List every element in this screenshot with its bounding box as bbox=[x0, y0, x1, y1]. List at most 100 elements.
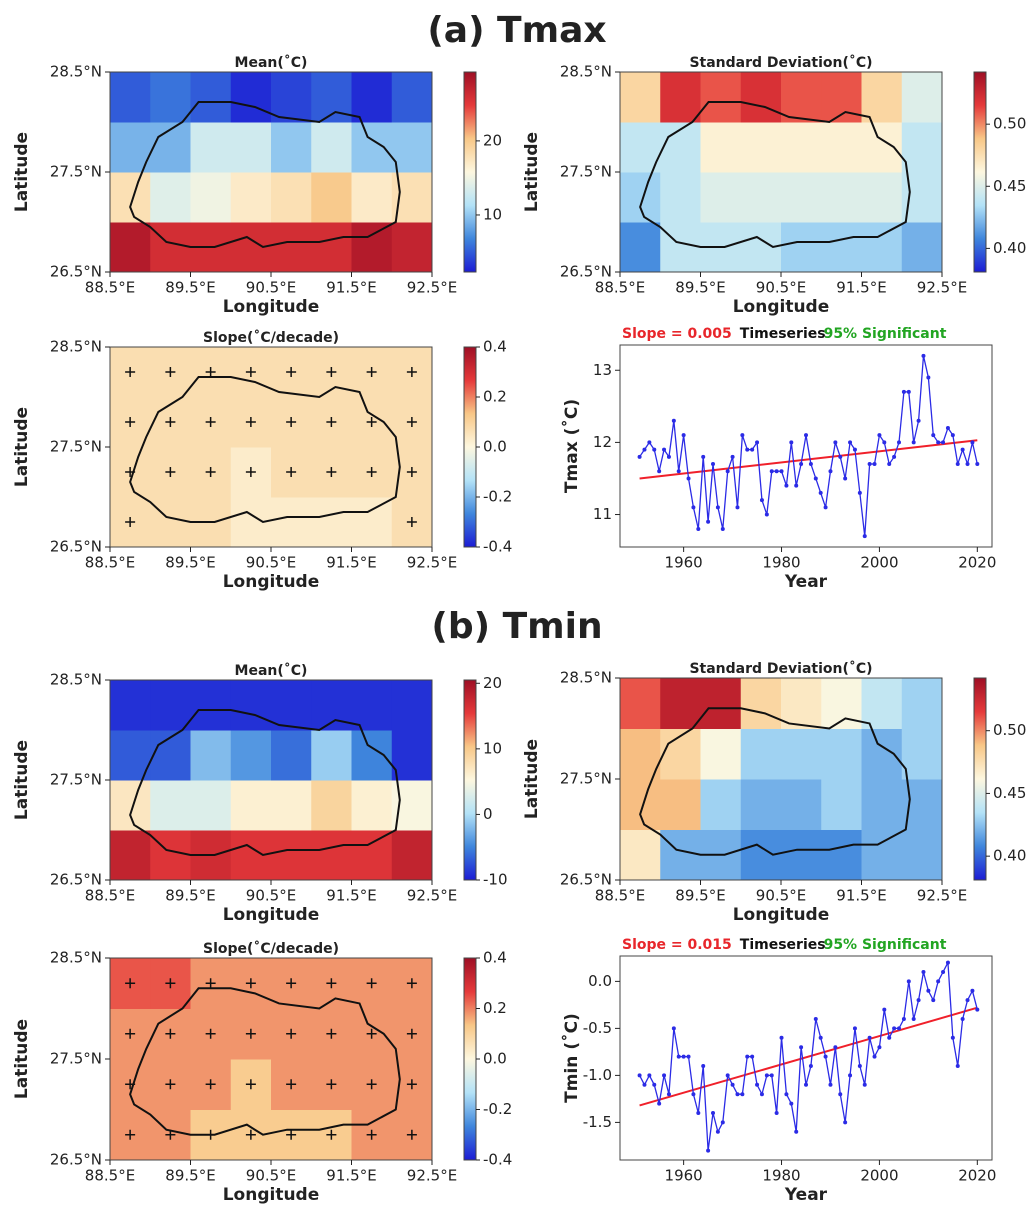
y-axis-label: Tmax (˚C) bbox=[560, 399, 582, 493]
series-point bbox=[769, 469, 774, 474]
heatmap-cell bbox=[740, 678, 782, 729]
significance-marker bbox=[326, 1129, 337, 1140]
heatmap-cell bbox=[190, 780, 232, 831]
series-point bbox=[887, 462, 892, 467]
x-tick-label: 1980 bbox=[762, 554, 800, 572]
significance-marker bbox=[245, 367, 256, 377]
heatmap-cell bbox=[351, 730, 393, 781]
y-tick-label: 27.5°N bbox=[50, 771, 102, 789]
colorbar bbox=[973, 677, 987, 881]
significance-marker bbox=[286, 1079, 297, 1090]
y-axis-label: Tmin (˚C) bbox=[560, 1013, 582, 1103]
heatmap-cell bbox=[311, 780, 352, 831]
series-point bbox=[681, 1054, 686, 1059]
series-line bbox=[639, 355, 978, 537]
series-point bbox=[867, 1035, 872, 1040]
colorbar-tick-label: 10 bbox=[483, 739, 502, 757]
heatmap-cell bbox=[391, 680, 433, 731]
heatmap-cell bbox=[660, 829, 701, 881]
heatmap-cell bbox=[150, 222, 191, 273]
series-point bbox=[852, 1026, 857, 1031]
series-point bbox=[901, 1016, 906, 1021]
heatmap-cell bbox=[110, 730, 151, 781]
series-point bbox=[759, 1092, 764, 1097]
x-axis-label: Longitude bbox=[733, 905, 830, 925]
significance-marker bbox=[366, 417, 377, 427]
y-tick-label: 26.5°N bbox=[560, 263, 612, 281]
x-tick-label: 89.5°E bbox=[165, 887, 215, 905]
panel-title: Mean(˚C) bbox=[235, 662, 308, 679]
heatmap-cell bbox=[110, 122, 151, 173]
significance-marker bbox=[205, 1079, 216, 1090]
heatmap-cell bbox=[740, 122, 782, 173]
panel: Mean(˚C) 88.5°E 89.5°E 90.5°E 91.5°E 92.5°E 26… bbox=[12, 54, 502, 317]
significance-marker bbox=[406, 1129, 417, 1140]
heatmap-cell bbox=[901, 222, 943, 273]
heatmap-cell bbox=[351, 72, 393, 123]
series-point bbox=[813, 1016, 818, 1021]
heatmap-cell bbox=[110, 780, 151, 831]
heatmap-cell bbox=[271, 730, 312, 781]
series-point bbox=[789, 1101, 794, 1106]
panel: 1960 1980 2000 2020 11 12 13 Year Tmax (˚C) Slope… bbox=[560, 326, 996, 592]
panel: 1960 1980 2000 2020 -1.5 -1.0 -0.5 0.0 Year Tmin … bbox=[560, 937, 996, 1205]
heatmap-cell bbox=[311, 730, 352, 781]
significance-marker bbox=[366, 367, 377, 377]
x-tick-label: 88.5°E bbox=[85, 554, 135, 572]
significance-marker bbox=[205, 978, 216, 989]
heatmap-cell bbox=[861, 678, 903, 729]
series-point bbox=[833, 1045, 838, 1050]
y-axis-label: Latitude bbox=[12, 1019, 32, 1099]
heatmap-cell bbox=[821, 779, 862, 830]
country-outline bbox=[129, 376, 401, 524]
x-tick-label: 90.5°E bbox=[246, 279, 296, 297]
panel: Slope(˚C/decade) 88.5°E 89.5°E 90.5°E 91.5°E… bbox=[12, 940, 512, 1205]
x-tick-label: 90.5°E bbox=[246, 887, 296, 905]
heatmap-cell bbox=[351, 830, 393, 881]
series-point bbox=[872, 462, 877, 467]
annotation: Timeseries bbox=[740, 937, 826, 953]
series-point bbox=[642, 447, 647, 452]
y-tick-label: 12 bbox=[593, 433, 612, 451]
colorbar-tick-label: 0.0 bbox=[483, 1050, 507, 1068]
heatmap-cell bbox=[620, 829, 661, 881]
heatmap-cell bbox=[190, 122, 232, 173]
significance-marker bbox=[165, 1028, 176, 1039]
panel: Slope(˚C/decade) 88.5°E 89.5°E 90.5°E 91.5°E… bbox=[12, 329, 512, 592]
x-tick-label: 90.5°E bbox=[756, 887, 806, 905]
heatmap-cell bbox=[351, 780, 393, 831]
x-tick-label: 89.5°E bbox=[675, 887, 725, 905]
heatmap-cell bbox=[230, 780, 272, 831]
series-point bbox=[666, 1092, 671, 1097]
x-tick-label: 90.5°E bbox=[756, 279, 806, 297]
annotation: Slope = 0.015 bbox=[622, 937, 732, 953]
series-point bbox=[941, 440, 946, 445]
x-axis-label: Longitude bbox=[223, 572, 320, 592]
heatmap-cell bbox=[781, 222, 822, 273]
series-point bbox=[652, 1082, 657, 1087]
significance-marker bbox=[326, 1028, 337, 1039]
series-point bbox=[647, 440, 652, 445]
series-point bbox=[955, 1063, 960, 1068]
x-axis-label: Longitude bbox=[733, 297, 830, 317]
heatmap-cell bbox=[620, 172, 661, 223]
heatmap-cell bbox=[781, 779, 822, 830]
x-tick-label: 91.5°E bbox=[326, 554, 376, 572]
significance-marker bbox=[366, 1129, 377, 1140]
series-point bbox=[955, 462, 960, 467]
series-point bbox=[926, 988, 931, 993]
panel: Mean(˚C) 88.5°E 89.5°E 90.5°E 91.5°E 92.5°E 26… bbox=[12, 662, 508, 925]
colorbar-tick-label: 0.2 bbox=[483, 388, 507, 406]
series-point bbox=[711, 462, 715, 467]
x-tick-label: 88.5°E bbox=[85, 279, 135, 297]
series-point bbox=[897, 440, 901, 445]
series-point bbox=[892, 1026, 897, 1031]
significance-marker bbox=[286, 417, 297, 427]
significance-marker bbox=[286, 1028, 297, 1039]
series-point bbox=[828, 469, 833, 474]
x-tick-label: 2020 bbox=[958, 554, 996, 572]
colorbar-tick-label: 0.45 bbox=[993, 177, 1026, 195]
heatmap-cell bbox=[150, 780, 191, 831]
heatmap-cell bbox=[230, 122, 272, 173]
